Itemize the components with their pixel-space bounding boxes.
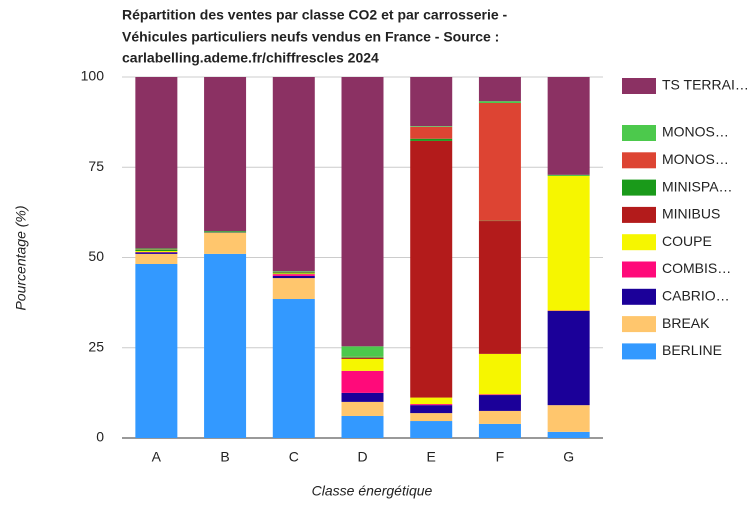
bar-segment	[342, 393, 384, 402]
chart-title: Véhicules particuliers neufs vendus en F…	[122, 29, 499, 45]
bar-segment	[135, 252, 177, 253]
x-tick-label: C	[289, 449, 299, 465]
bar-segment	[548, 432, 590, 438]
bar-segment	[548, 311, 590, 405]
bar-segment	[273, 278, 315, 299]
bar-segment	[410, 141, 452, 398]
bar-segment	[273, 299, 315, 438]
bar-segment	[410, 398, 452, 404]
legend-label: MONOS…	[662, 124, 729, 140]
bar-segment	[204, 254, 246, 438]
bar-segment	[342, 416, 384, 438]
legend-swatch	[622, 125, 656, 141]
bar-segment	[204, 233, 246, 254]
bar-segment	[410, 77, 452, 126]
bar-segment	[342, 402, 384, 416]
x-tick-label: G	[563, 449, 574, 465]
bar-segment	[273, 271, 315, 272]
bar-segment	[273, 77, 315, 271]
y-tick-label: 50	[88, 248, 104, 264]
bar-segment	[479, 395, 521, 411]
bar-segment	[135, 264, 177, 438]
x-tick-label: F	[496, 449, 505, 465]
bar-segment	[479, 394, 521, 395]
y-tick-label: 25	[88, 338, 104, 354]
bar-segment	[479, 77, 521, 101]
legend-label: BERLINE	[662, 342, 722, 358]
bar-segment	[342, 357, 384, 358]
bar-segment	[342, 359, 384, 371]
legend-swatch	[622, 262, 656, 278]
bar-segment	[204, 232, 246, 233]
bar-segment	[342, 77, 384, 346]
legend-swatch	[622, 152, 656, 168]
bar-segment	[135, 248, 177, 249]
y-axis-label: Pourcentage (%)	[13, 205, 29, 310]
x-tick-label: D	[357, 449, 367, 465]
bar-segment	[479, 354, 521, 394]
bar-segment	[135, 77, 177, 248]
bar-segment	[273, 276, 315, 278]
bar-segment	[548, 77, 590, 175]
bar-segment	[273, 274, 315, 276]
bar-segment	[479, 424, 521, 438]
legend-swatch	[622, 316, 656, 332]
bar-segment	[410, 405, 452, 413]
bar-segment	[410, 421, 452, 438]
bar-segment	[135, 254, 177, 264]
x-tick-label: A	[152, 449, 162, 465]
bar-segment	[548, 176, 590, 311]
legend-label: CABRIO…	[662, 288, 730, 304]
bar-segment	[410, 127, 452, 139]
chart-title: carlabelling.ademe.fr/chiffrescles 2024	[122, 50, 379, 66]
bar-segment	[204, 77, 246, 231]
bar-segment	[342, 346, 384, 356]
bar-segment	[479, 103, 521, 221]
bar-segment	[479, 101, 521, 103]
legend-swatch	[622, 78, 656, 94]
y-tick-label: 100	[81, 68, 105, 84]
legend-label: COMBIS…	[662, 260, 731, 276]
legend-swatch	[622, 289, 656, 305]
legend-label: MINIBUS	[662, 206, 720, 222]
bar-segment	[342, 371, 384, 393]
y-tick-label: 75	[88, 158, 104, 174]
legend-label: BREAK	[662, 315, 710, 331]
bar-segment	[479, 221, 521, 354]
bar-segment	[273, 273, 315, 274]
bar-segment	[135, 250, 177, 251]
legend-swatch	[622, 207, 656, 223]
bar-segment	[273, 272, 315, 273]
bar-segment	[410, 139, 452, 141]
chart-title: Répartition des ventes par classe CO2 et…	[122, 7, 508, 23]
legend-label: TS TERRAI…	[662, 77, 748, 93]
bar-segment	[410, 404, 452, 405]
legend-label: COUPE	[662, 233, 712, 249]
x-tick-label: B	[220, 449, 229, 465]
bar-segment	[548, 175, 590, 176]
legend-swatch	[622, 343, 656, 359]
legend-label: MONOS…	[662, 151, 729, 167]
x-tick-label: E	[427, 449, 436, 465]
y-tick-label: 0	[96, 429, 104, 445]
legend-swatch	[622, 234, 656, 250]
bar-segment	[410, 413, 452, 421]
bar-segment	[479, 411, 521, 424]
legend-swatch	[622, 180, 656, 196]
legend-label: MINISPA…	[662, 178, 733, 194]
x-axis-label: Classe énergétique	[312, 483, 433, 499]
bar-segment	[135, 251, 177, 252]
bar-segment	[342, 358, 384, 359]
bar-segment	[410, 126, 452, 127]
bar-segment	[548, 405, 590, 432]
